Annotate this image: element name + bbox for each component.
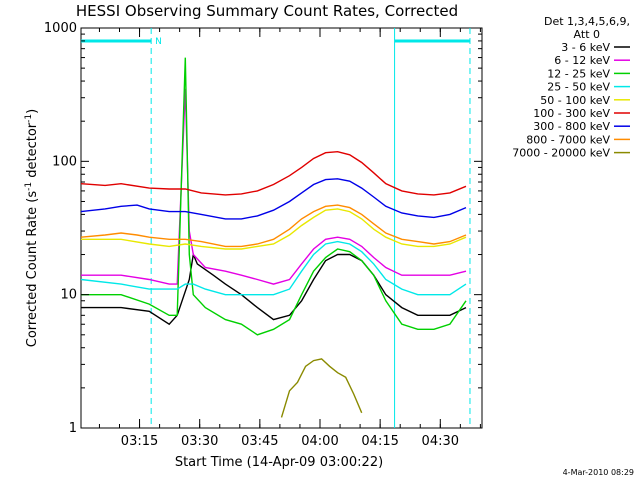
y-tick-label: 1 (69, 421, 77, 436)
series-line-2 (81, 57, 467, 336)
y-label-exp-1: -1 (24, 182, 34, 191)
legend-entry-label: 12 - 25 keV (547, 67, 610, 80)
chart-title: HESSI Observing Summary Count Rates, Cor… (76, 2, 458, 20)
x-tick-label: 04:30 (422, 434, 459, 449)
legend-entry-label: 800 - 7000 keV (526, 133, 610, 146)
legend-entry-label: 6 - 12 keV (554, 54, 610, 67)
series-line-4 (81, 208, 467, 250)
legend-header-line-2: Att 0 (574, 28, 600, 41)
series-line-5 (80, 150, 467, 196)
x-tick-label: 03:15 (121, 434, 158, 449)
y-label-middle: detector (25, 122, 40, 182)
x-axis-label: Start Time (14-Apr-09 03:00:22) (175, 455, 383, 470)
plot-frame (80, 27, 483, 429)
plot-area (80, 27, 483, 429)
legend-entry-label: 3 - 6 keV (561, 41, 610, 54)
y-label-exp-2: -1 (24, 114, 34, 123)
night-marker-label: N (155, 37, 162, 47)
legend-entry-label: 300 - 800 keV (533, 120, 610, 133)
x-tick-label: 03:45 (241, 434, 278, 449)
legend-header-line-1: Det 1,3,4,5,6,9, (544, 15, 630, 28)
legend-entry-label: 7000 - 20000 keV (512, 147, 610, 160)
y-axis-label: Corrected Count Rate (s-1 detector-1) (24, 109, 40, 347)
y-label-suffix: ) (25, 109, 40, 114)
series-line-6 (80, 178, 467, 220)
x-tick-label: 04:15 (361, 434, 398, 449)
legend-entry-label: 25 - 50 keV (547, 81, 610, 94)
legend-entry-label: 50 - 100 keV (540, 94, 610, 107)
series-line-3 (80, 240, 467, 296)
y-tick-label: 100 (52, 154, 77, 169)
x-tick-label: 04:00 (301, 434, 338, 449)
series-line-0 (81, 251, 467, 326)
y-label-prefix: Corrected Count Rate (s (25, 191, 40, 348)
x-tick-label: 03:30 (181, 434, 218, 449)
legend-entry-label: 100 - 300 keV (533, 107, 610, 120)
timestamp: 4-Mar-2010 08:29 (563, 468, 634, 477)
y-tick-label: 1000 (44, 21, 77, 36)
night-markers: N (81, 28, 471, 428)
y-tick-label: 10 (60, 288, 77, 303)
series-line-7 (80, 204, 467, 248)
series-line-8 (280, 358, 363, 418)
series-layer (80, 57, 467, 418)
axis-ticks: 1 10 100 1000 03:15 03:30 03:45 04:00 04:15 04:30 (44, 21, 482, 449)
